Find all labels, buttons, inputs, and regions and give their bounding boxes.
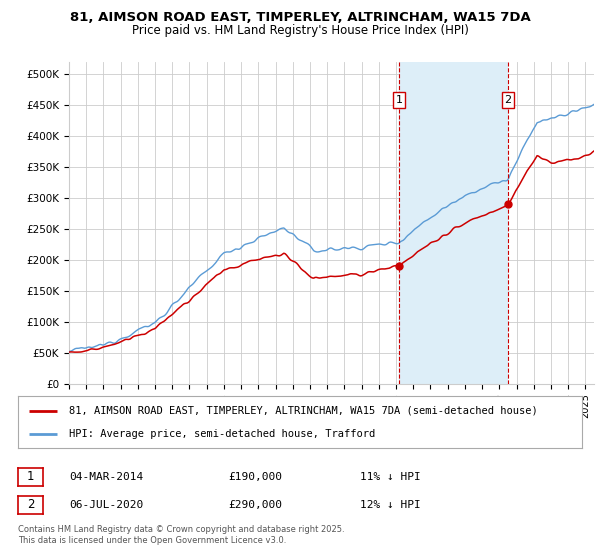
Text: 2: 2 [505, 95, 512, 105]
Text: 04-MAR-2014: 04-MAR-2014 [69, 472, 143, 482]
Text: 06-JUL-2020: 06-JUL-2020 [69, 500, 143, 510]
Text: Contains HM Land Registry data © Crown copyright and database right 2025.
This d: Contains HM Land Registry data © Crown c… [18, 525, 344, 545]
Text: 2: 2 [27, 498, 34, 511]
Text: Price paid vs. HM Land Registry's House Price Index (HPI): Price paid vs. HM Land Registry's House … [131, 24, 469, 36]
Text: £290,000: £290,000 [228, 500, 282, 510]
Text: HPI: Average price, semi-detached house, Trafford: HPI: Average price, semi-detached house,… [69, 428, 375, 438]
Text: 12% ↓ HPI: 12% ↓ HPI [360, 500, 421, 510]
Text: £190,000: £190,000 [228, 472, 282, 482]
Text: 1: 1 [395, 95, 403, 105]
Text: 81, AIMSON ROAD EAST, TIMPERLEY, ALTRINCHAM, WA15 7DA (semi-detached house): 81, AIMSON ROAD EAST, TIMPERLEY, ALTRINC… [69, 406, 538, 416]
Text: 81, AIMSON ROAD EAST, TIMPERLEY, ALTRINCHAM, WA15 7DA: 81, AIMSON ROAD EAST, TIMPERLEY, ALTRINC… [70, 11, 530, 24]
Text: 1: 1 [27, 470, 34, 483]
Text: 11% ↓ HPI: 11% ↓ HPI [360, 472, 421, 482]
